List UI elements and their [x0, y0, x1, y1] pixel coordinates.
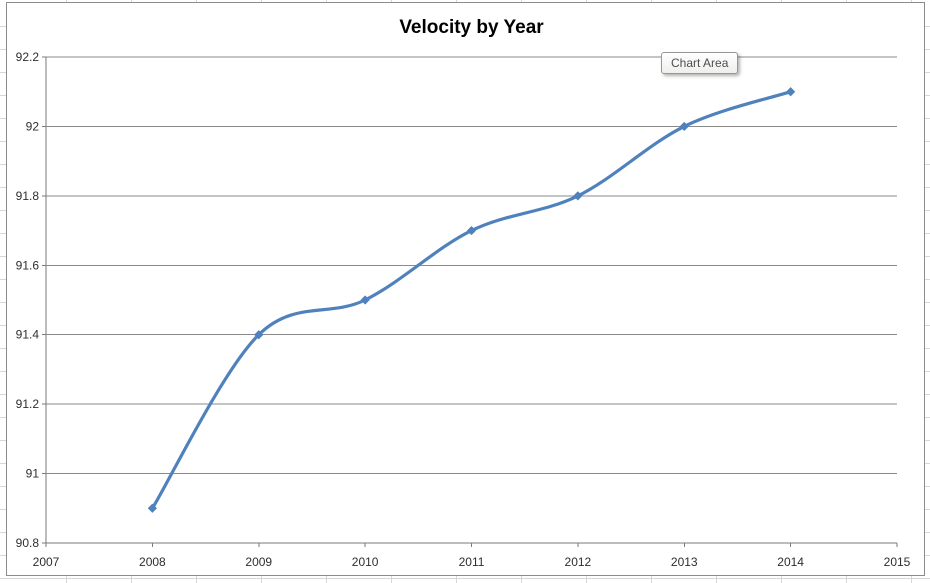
series-markers [147, 87, 796, 513]
chart-area-tooltip: Chart Area [661, 52, 739, 74]
y-tick-label: 91.8 [16, 189, 40, 203]
data-point-marker [573, 191, 583, 201]
x-tick-label: 2015 [884, 555, 911, 569]
y-tick-label: 92 [26, 119, 40, 133]
y-tick-label: 91.2 [16, 397, 40, 411]
data-point-marker [679, 121, 689, 132]
y-tick-label: 92.2 [16, 50, 40, 64]
y-tick-label: 91.4 [16, 328, 40, 342]
data-point-marker [147, 503, 157, 513]
x-axis-labels: 2007 2008 2009 2010 2011 2012 2013 2014 2015 [33, 543, 911, 569]
x-tick-label: 2013 [671, 555, 698, 569]
y-tick-label: 90.8 [16, 536, 40, 550]
data-point-marker [254, 330, 264, 340]
data-point-marker [786, 87, 796, 97]
x-tick-label: 2007 [33, 555, 60, 569]
data-point-marker [466, 225, 477, 236]
x-tick-label: 2011 [459, 555, 485, 569]
x-tick-label: 2014 [777, 555, 804, 569]
y-tick-label: 91.6 [16, 258, 40, 272]
series-line [150, 90, 793, 510]
chart-title: Velocity by Year [399, 17, 544, 38]
x-tick-label: 2012 [565, 555, 592, 569]
x-tick-label: 2009 [245, 555, 272, 569]
y-axis-labels: 90.8 91 91.2 91.4 91.6 91.8 92 92.2 [16, 50, 46, 550]
x-tick-label: 2010 [352, 555, 379, 569]
x-tick-label: 2008 [139, 555, 166, 569]
chart-area-tooltip-label: Chart Area [671, 56, 729, 70]
y-tick-label: 91 [26, 467, 40, 481]
data-point-marker [360, 295, 370, 305]
